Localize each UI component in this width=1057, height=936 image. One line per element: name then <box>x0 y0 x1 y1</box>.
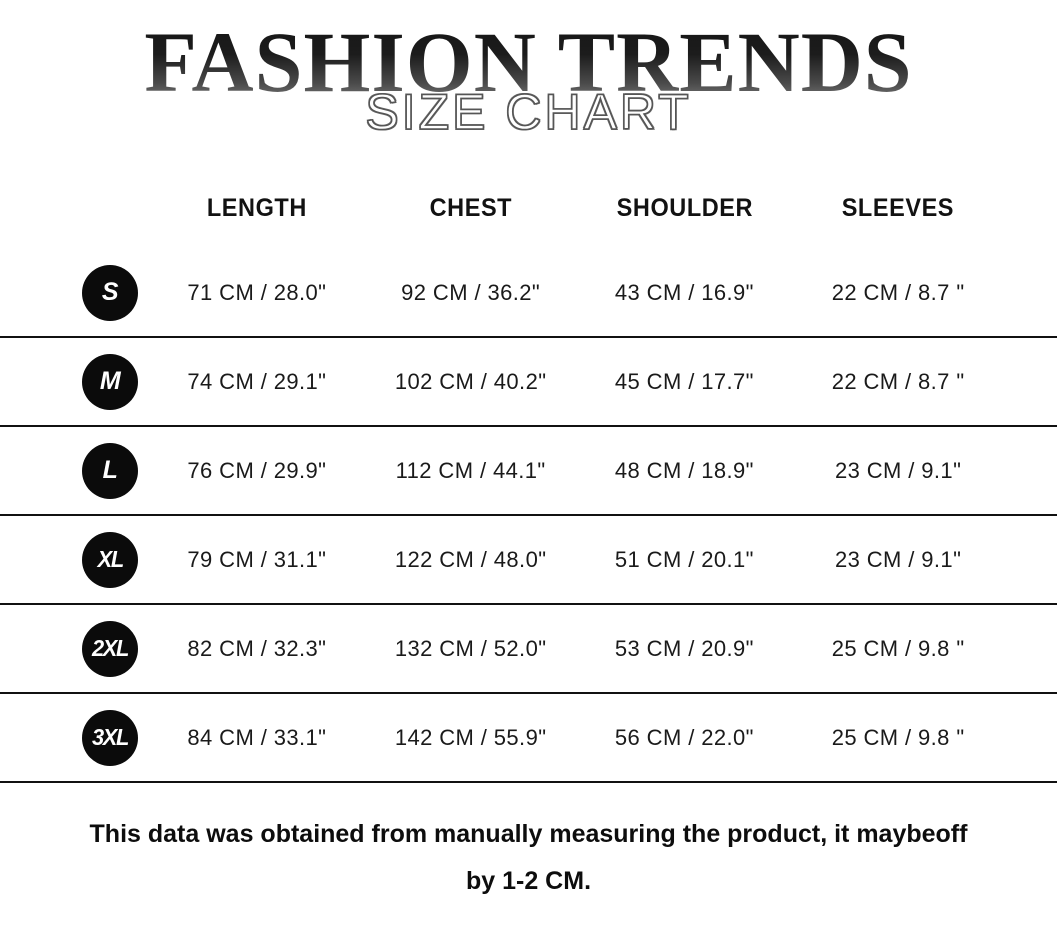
table-row: L 76 CM / 29.9" 112 CM / 44.1" 48 CM / 1… <box>0 427 1057 516</box>
table-row: S 71 CM / 28.0" 92 CM / 36.2" 43 CM / 16… <box>0 249 1057 338</box>
cell-chest: 112 CM / 44.1" <box>395 457 546 483</box>
table-row: 2XL 82 CM / 32.3" 132 CM / 52.0" 53 CM /… <box>0 605 1057 694</box>
size-badge-label: 3XL <box>91 724 129 750</box>
size-badge-label: S <box>101 278 119 306</box>
cell-shoulder: 51 CM / 20.1" <box>614 546 754 572</box>
column-header-chest: CHEST <box>429 194 512 222</box>
table-row: M 74 CM / 29.1" 102 CM / 40.2" 45 CM / 1… <box>0 338 1057 427</box>
page-subtitle-outline: SIZE CHART <box>365 83 692 140</box>
cell-shoulder: 43 CM / 16.9" <box>614 279 754 305</box>
size-badge-label: M <box>99 367 121 395</box>
cell-sleeves: 22 CM / 8.7 " <box>831 368 965 394</box>
cell-shoulder: 56 CM / 22.0" <box>614 724 754 750</box>
table-body: S 71 CM / 28.0" 92 CM / 36.2" 43 CM / 16… <box>0 249 1057 783</box>
cell-sleeves: 23 CM / 9.1" <box>834 457 962 483</box>
cell-shoulder: 53 CM / 20.9" <box>614 635 754 661</box>
column-header-sleeves: SLEEVES <box>841 194 955 222</box>
cell-length: 74 CM / 29.1" <box>187 368 327 394</box>
cell-length: 82 CM / 32.3" <box>187 635 327 661</box>
cell-sleeves: 23 CM / 9.1" <box>834 546 962 572</box>
cell-shoulder: 45 CM / 17.7" <box>614 368 754 394</box>
table-header-row: LENGTH CHEST SHOULDER SLEEVES <box>0 165 1057 223</box>
column-header-shoulder: SHOULDER <box>616 194 753 222</box>
column-header-length: LENGTH <box>206 194 307 222</box>
size-badge-s: S <box>82 264 138 321</box>
size-badge-l: L <box>82 442 138 499</box>
size-badge-label: L <box>102 456 118 484</box>
size-badge-m: M <box>82 353 138 410</box>
table-row: XL 79 CM / 31.1" 122 CM / 48.0" 51 CM / … <box>0 516 1057 605</box>
cell-chest: 92 CM / 36.2" <box>401 279 541 305</box>
cell-shoulder: 48 CM / 18.9" <box>614 457 754 483</box>
disclaimer-line-2: by 1-2 CM. <box>465 867 592 895</box>
disclaimer-note: This data was obtained from manually mea… <box>0 811 1057 905</box>
size-badge-label: XL <box>97 546 124 572</box>
cell-length: 71 CM / 28.0" <box>187 279 327 305</box>
disclaimer-line-1: This data was obtained from manually mea… <box>89 820 968 848</box>
size-badge-label: 2XL <box>91 635 129 661</box>
cell-chest: 102 CM / 40.2" <box>394 368 547 394</box>
table-row: 3XL 84 CM / 33.1" 142 CM / 55.9" 56 CM /… <box>0 694 1057 783</box>
cell-sleeves: 25 CM / 9.8 " <box>831 724 965 750</box>
size-badge-xl: XL <box>82 531 138 588</box>
title-block: FASHION TRENDS SIZE CHART <box>0 0 1057 165</box>
cell-chest: 132 CM / 52.0" <box>394 635 547 661</box>
size-badge-3xl: 3XL <box>82 709 138 766</box>
cell-length: 84 CM / 33.1" <box>187 724 327 750</box>
size-badge-2xl: 2XL <box>82 620 138 677</box>
size-chart-table: LENGTH CHEST SHOULDER SLEEVES S 71 CM / … <box>0 165 1057 783</box>
page-title: FASHION TRENDS <box>0 14 1057 110</box>
cell-chest: 122 CM / 48.0" <box>394 546 547 572</box>
cell-chest: 142 CM / 55.9" <box>394 724 547 750</box>
cell-sleeves: 25 CM / 9.8 " <box>831 635 965 661</box>
cell-length: 76 CM / 29.9" <box>187 457 327 483</box>
cell-length: 79 CM / 31.1" <box>187 546 327 572</box>
cell-sleeves: 22 CM / 8.7 " <box>831 279 965 305</box>
